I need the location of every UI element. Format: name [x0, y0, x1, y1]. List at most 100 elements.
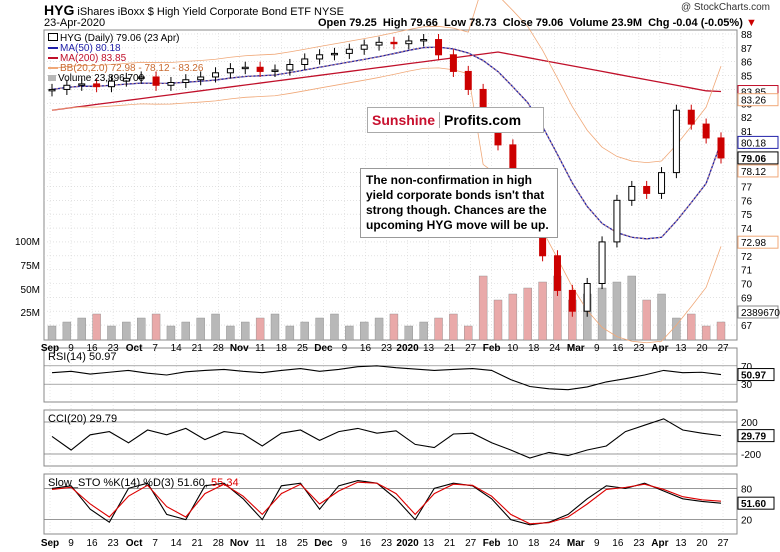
price-tick-label: 72	[741, 252, 753, 263]
high-label: High	[382, 17, 408, 29]
volume-bar	[151, 313, 161, 341]
bottom-x-tick-label: 27	[465, 538, 477, 549]
price-tag-box	[737, 135, 779, 149]
bottom-x-tick-label: 10	[507, 538, 519, 549]
x-tick-label: 7	[152, 343, 158, 354]
price-tag-text: 79.06	[741, 154, 766, 165]
bottom-x-tick-label: 2020	[396, 538, 419, 549]
candle-body	[182, 79, 190, 84]
chg-label: Chg	[648, 17, 670, 29]
bottom-x-tick-label: 16	[87, 538, 99, 549]
price-tag-box	[737, 305, 779, 319]
candle-body	[137, 76, 145, 79]
candle-body	[301, 58, 309, 65]
panel-frame-1	[43, 347, 738, 403]
x-tick-label: 25	[297, 343, 309, 354]
candle-body	[226, 68, 234, 74]
candle-body	[568, 289, 576, 312]
high-value: 79.66	[410, 17, 438, 29]
price-tick-label: 71	[741, 266, 753, 277]
indicator-level-label: 80	[741, 484, 753, 495]
rsi-label: RSI(14) 50.97	[48, 351, 117, 363]
candle-body	[345, 48, 353, 54]
price-tick-label: 87	[741, 44, 753, 55]
x-tick-label: 13	[675, 343, 687, 354]
indicator-value-text: 50.97	[741, 371, 766, 382]
candle-body	[122, 77, 130, 82]
indicator-line	[51, 480, 722, 526]
indicator-line	[51, 365, 722, 391]
ohlc-readout: Open 79.25 High 79.66 Low 78.73 Close 79…	[318, 17, 757, 29]
bottom-x-tick-label: 13	[423, 538, 435, 549]
volume-bar	[92, 313, 101, 341]
bottom-x-tick-label: 28	[213, 538, 225, 549]
volume-bar	[716, 321, 726, 341]
indicator-value-box	[737, 368, 775, 382]
annotation-callout: The non-confirmation in high yield corpo…	[360, 168, 558, 238]
close-value: 79.06	[535, 17, 564, 29]
chg-value: -0.04 (-0.05%)	[672, 17, 743, 29]
candle-body	[717, 137, 725, 159]
candle-body	[613, 199, 621, 243]
bottom-x-tick-label: 18	[276, 538, 288, 549]
volume-bar	[419, 321, 428, 341]
candle-body	[375, 41, 383, 46]
bottom-x-tick-label: 16	[612, 538, 624, 549]
price-tag-box	[737, 164, 779, 178]
volume-bar	[597, 287, 607, 341]
indicator-level-label: 20	[741, 516, 753, 527]
candle-body	[152, 76, 160, 86]
candle-body	[360, 44, 368, 50]
bottom-x-tick-label: Apr	[651, 538, 668, 549]
bottom-x-tick-label: Sep	[41, 538, 59, 549]
volume-bar	[434, 317, 443, 341]
volume-bar	[330, 313, 339, 341]
volume-bars	[47, 275, 726, 341]
volume-bar	[508, 293, 518, 341]
candle-body	[672, 109, 680, 174]
volume-bar	[627, 275, 636, 341]
volume-bar	[478, 275, 488, 341]
price-tag-box	[737, 151, 779, 165]
bottom-x-tick-label: 21	[192, 538, 204, 549]
price-tick-label: 77	[741, 182, 753, 193]
bottom-x-tick-label: Dec	[314, 538, 333, 549]
x-tick-label: Feb	[483, 343, 501, 354]
volume-bar	[47, 325, 57, 341]
volume-label: Volume	[569, 17, 609, 29]
volume-bar	[404, 325, 413, 341]
candle-body	[553, 255, 561, 291]
volume-bar	[166, 325, 176, 341]
sto-label: Slow_STO %K(14) %D(3) 51.60, 55.34	[48, 477, 239, 489]
x-tick-label: 18	[528, 343, 540, 354]
x-tick-label: 14	[171, 343, 183, 354]
volume-bar	[523, 287, 532, 341]
bottom-x-tick-label: 21	[444, 538, 456, 549]
x-tick-label: 9	[342, 343, 348, 354]
x-tick-label: Oct	[126, 343, 143, 354]
bottom-x-tick-label: Mar	[567, 538, 585, 549]
volume-bar	[389, 313, 399, 341]
bottom-x-tick-label: 9	[594, 538, 600, 549]
price-tick-label: 81	[741, 127, 753, 138]
volume-tick-label: 75M	[21, 261, 40, 272]
x-tick-label: 16	[612, 343, 624, 354]
indicator-level-label: 30	[741, 380, 753, 391]
bottom-x-tick-label: 23	[633, 538, 645, 549]
candle-body	[405, 40, 413, 45]
legend-bb: BB(20,2.0) 72.98 - 78.12 - 83.26	[48, 64, 203, 74]
panel-frame-2	[43, 409, 738, 467]
volume-tick-label: 25M	[21, 308, 40, 319]
price-tag-text: 78.12	[741, 167, 766, 178]
bottom-x-tick-label: 24	[549, 538, 561, 549]
indicator-value-box	[737, 496, 775, 510]
candle-body	[78, 83, 86, 86]
volume-bar	[196, 317, 205, 341]
volume-tick-label: 100M	[15, 237, 40, 248]
indicator-line	[51, 481, 722, 525]
candle-body	[435, 39, 443, 56]
volume-bar	[211, 313, 220, 341]
bb-lower-line	[51, 67, 722, 344]
